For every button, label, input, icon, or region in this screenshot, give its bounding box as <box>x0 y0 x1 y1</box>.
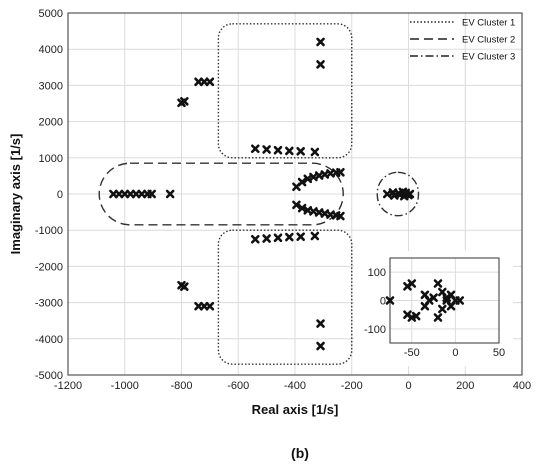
x-axis-title: Real axis [1/s] <box>252 402 339 417</box>
y-tick-label: -1000 <box>35 225 63 237</box>
eigenvalue-marker <box>250 234 260 244</box>
eigenvalue-marker <box>273 233 283 243</box>
y-tick-label: 2000 <box>39 117 63 129</box>
y-axis-title: Imaginary axis [1/s] <box>8 134 23 255</box>
cluster-outline <box>217 23 353 159</box>
eigenvalue-marker <box>296 232 305 242</box>
eigenvalue-marker <box>165 189 175 199</box>
eigenvalue-marker <box>433 279 443 288</box>
inset-y-tick-label: 0 <box>380 296 386 308</box>
y-tick-label: 1000 <box>39 153 63 165</box>
eigenvalue-marker <box>273 145 283 155</box>
eigenvalue-marker <box>285 146 294 156</box>
eigenvalue-marker <box>316 37 325 47</box>
legend-label: EV Cluster 3 <box>462 52 515 63</box>
eigenvalue-marker <box>292 200 301 210</box>
cluster-outline <box>98 162 344 226</box>
legend: EV Cluster 1 EV Cluster 2 EV Cluster 3 <box>410 18 515 63</box>
eigenvalue-marker <box>385 296 395 305</box>
cluster-outline <box>217 229 353 365</box>
x-tick-label: 400 <box>513 380 531 392</box>
y-tick-label: -2000 <box>35 261 63 273</box>
eigenvalue-marker <box>316 319 325 328</box>
cluster-outline <box>376 171 420 217</box>
legend-label: EV Cluster 2 <box>462 35 515 46</box>
eigenvalue-marker <box>411 311 421 321</box>
eigenvalue-marker <box>429 293 438 302</box>
figure-caption: (b) <box>291 445 309 461</box>
eigenvalue-marker <box>205 301 215 311</box>
eigenvalue-marker <box>420 301 430 311</box>
inset-x-tick-label: 50 <box>493 347 505 359</box>
y-tick-label: 0 <box>57 189 63 201</box>
eigenvalue-marker <box>296 146 305 156</box>
eigenvalue-marker <box>285 232 294 242</box>
plot-frame <box>67 12 523 376</box>
y-tick-label: 4000 <box>39 44 63 56</box>
inset-x-tick-label: -50 <box>404 347 420 359</box>
y-tick-label: 3000 <box>39 80 63 92</box>
eigenvalue-marker <box>316 60 325 69</box>
inset-y-tick-label: -100 <box>364 324 386 336</box>
eigenvalue-marker <box>438 304 447 314</box>
y-tick-label: -5000 <box>35 370 63 382</box>
eigenvalue-marker <box>205 77 215 87</box>
eigenvalue-marker <box>297 203 307 213</box>
eigenvalue-marker <box>250 144 260 154</box>
x-tick-label: -1000 <box>111 380 139 392</box>
inset-markers <box>385 279 465 322</box>
eigenvalue-marker <box>407 279 417 288</box>
y-tick-label: 5000 <box>39 8 63 20</box>
x-tick-label: -600 <box>227 380 249 392</box>
eigenvalue-marker <box>336 211 345 221</box>
eigenvalue-marker <box>433 313 443 322</box>
inset-background <box>354 251 513 366</box>
y-tick-label: -3000 <box>35 298 63 310</box>
eigenvalue-marker <box>336 167 345 177</box>
eigenvalue-marker <box>180 282 189 291</box>
eigenvalue-marker <box>297 177 307 187</box>
eigenvalue-marker <box>451 296 460 305</box>
eigenvalue-marker <box>180 97 189 106</box>
eigenvalue-marker <box>262 234 271 243</box>
eigenvalue-marker <box>262 145 271 154</box>
inset-y-tick-label: 100 <box>368 267 386 279</box>
eigenvalue-marker <box>310 231 320 241</box>
eigenvalue-marker <box>442 293 451 302</box>
eigenvalue-marker <box>147 189 157 199</box>
eigenvalue-marker <box>405 189 415 199</box>
inset-x-tick-label: 0 <box>452 347 458 359</box>
eigenvalue-markers <box>109 37 415 351</box>
x-tick-label: -800 <box>170 380 192 392</box>
legend-label: EV Cluster 1 <box>462 18 515 29</box>
eigenvalue-marker <box>310 147 320 157</box>
x-tick-label: 0 <box>405 380 411 392</box>
x-tick-label: -400 <box>284 380 306 392</box>
y-tick-label: -4000 <box>35 334 63 346</box>
x-tick-label: -1200 <box>54 380 82 392</box>
eigenvalue-marker <box>316 341 325 351</box>
x-tick-label: 200 <box>456 380 474 392</box>
x-tick-label: -200 <box>341 380 363 392</box>
